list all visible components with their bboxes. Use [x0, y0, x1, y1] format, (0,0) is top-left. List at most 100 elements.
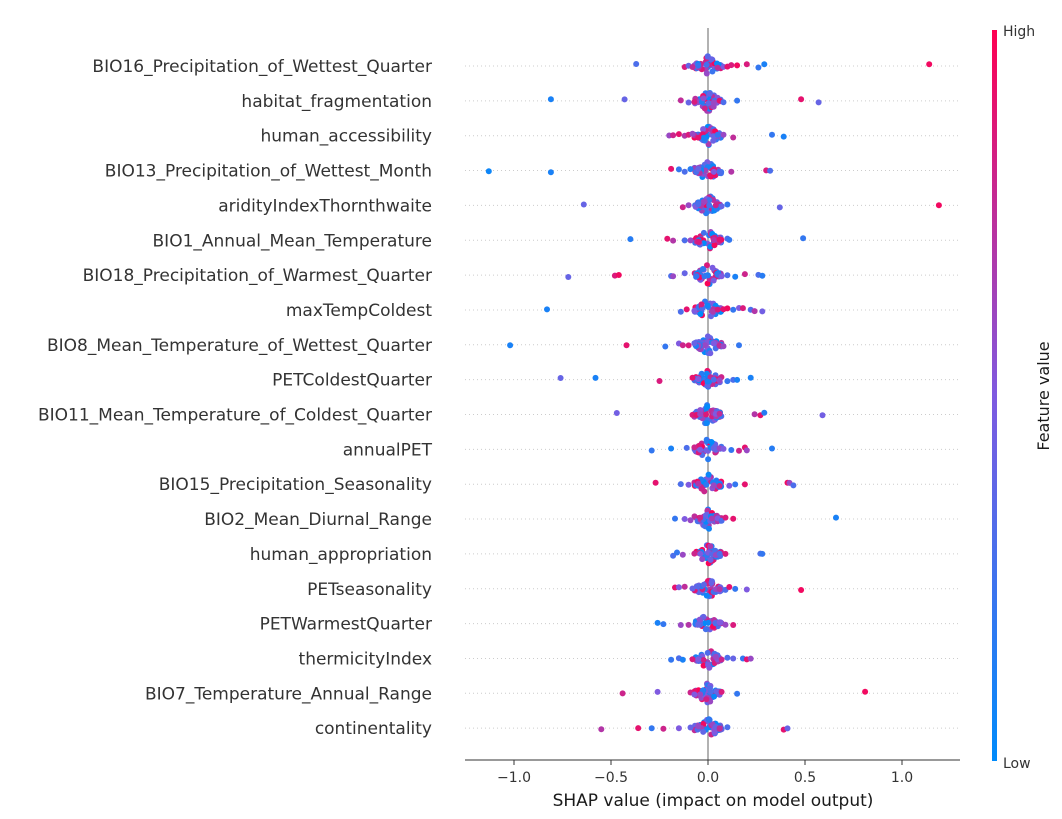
feature-label: PETseasonality	[307, 580, 432, 600]
shap-point	[724, 724, 731, 731]
shap-point	[700, 95, 707, 102]
shap-point	[703, 420, 710, 427]
shap-point	[724, 272, 731, 279]
shap-point	[652, 479, 659, 486]
shap-point	[798, 587, 805, 593]
shap-point	[732, 585, 739, 592]
x-tick-label: 0.0	[697, 770, 719, 786]
shap-point	[704, 403, 711, 410]
shap-point	[703, 438, 710, 445]
shap-point	[679, 342, 686, 349]
shap-point	[703, 626, 710, 632]
shap-point	[670, 237, 677, 244]
shap-point	[547, 169, 554, 176]
shap-point	[761, 61, 768, 68]
shap-point	[700, 657, 707, 663]
colorbar-high-label: High	[1003, 24, 1035, 40]
shap-point	[707, 543, 714, 550]
shap-point	[627, 236, 634, 243]
shap-point	[698, 301, 705, 308]
shap-point	[695, 201, 702, 208]
shap-point	[726, 236, 733, 243]
shap-point	[705, 471, 712, 478]
shap-point	[728, 447, 735, 453]
shap-point	[681, 237, 688, 244]
shap-point	[705, 100, 712, 107]
shap-point	[685, 202, 692, 209]
shap-point	[681, 583, 688, 590]
shap-point	[716, 410, 723, 417]
shap-point	[706, 525, 712, 532]
x-tick-label: −0.5	[594, 770, 628, 786]
shap-point	[580, 201, 587, 208]
shap-point	[862, 688, 869, 695]
shap-point	[697, 691, 704, 698]
shap-point	[711, 242, 718, 249]
shap-point	[736, 447, 742, 454]
x-tick-label: 0.5	[794, 770, 816, 786]
shap-point	[730, 134, 737, 141]
shap-point	[759, 550, 766, 557]
data-points	[485, 53, 942, 738]
shap-point	[704, 302, 711, 309]
shap-point	[708, 580, 715, 586]
colorbar-low-label: Low	[1003, 756, 1031, 772]
shap-point	[732, 481, 739, 488]
shap-point	[668, 165, 675, 172]
shap-point	[547, 96, 554, 103]
shap-point	[710, 482, 717, 489]
shap-point	[714, 131, 721, 138]
shap-point	[710, 237, 717, 244]
shap-point	[724, 201, 731, 208]
shap-point	[784, 725, 791, 732]
shap-point	[695, 723, 702, 730]
shap-point	[716, 619, 723, 626]
shap-point	[704, 649, 711, 656]
shap-point	[722, 621, 729, 628]
row-guides	[465, 65, 960, 729]
shap-point	[689, 374, 696, 381]
shap-point	[815, 99, 822, 106]
shap-point	[732, 273, 739, 280]
shap-point	[718, 688, 725, 695]
shap-point	[734, 690, 741, 697]
shap-point	[710, 137, 717, 144]
shap-point	[700, 662, 707, 669]
shap-point	[485, 168, 492, 175]
feature-label: BIO8_Mean_Temperature_of_Wettest_Quarter	[47, 336, 432, 356]
shap-point	[708, 439, 715, 445]
shap-point	[724, 654, 731, 661]
shap-point	[716, 236, 723, 243]
shap-point	[648, 725, 655, 732]
shap-point	[705, 456, 712, 463]
shap-point	[670, 273, 677, 280]
shap-point	[703, 696, 710, 703]
shap-point	[695, 656, 702, 663]
shap-point	[695, 134, 702, 141]
shap-point	[668, 445, 675, 452]
shap-point	[695, 480, 702, 487]
shap-point	[703, 70, 710, 77]
shap-point	[701, 273, 708, 280]
shap-point	[743, 61, 750, 68]
shap-point	[694, 583, 701, 590]
shap-point	[710, 103, 717, 110]
shap-point	[724, 305, 731, 312]
shap-point	[709, 264, 716, 271]
shap-point	[621, 96, 628, 103]
shap-point	[724, 378, 731, 385]
feature-label: BIO18_Precipitation_of_Warmest_Quarter	[83, 266, 432, 286]
feature-label: maxTempColdest	[286, 301, 432, 321]
shap-point	[700, 134, 707, 141]
shap-point	[734, 97, 741, 104]
shap-point	[691, 444, 698, 451]
shap-point	[507, 342, 514, 349]
shap-point	[704, 333, 711, 340]
shap-point	[672, 515, 678, 522]
shap-point	[691, 550, 698, 557]
shap-point	[728, 168, 735, 175]
shap-point	[697, 411, 704, 418]
shap-point	[720, 99, 727, 106]
shap-point	[712, 653, 719, 660]
shap-point	[730, 655, 737, 662]
